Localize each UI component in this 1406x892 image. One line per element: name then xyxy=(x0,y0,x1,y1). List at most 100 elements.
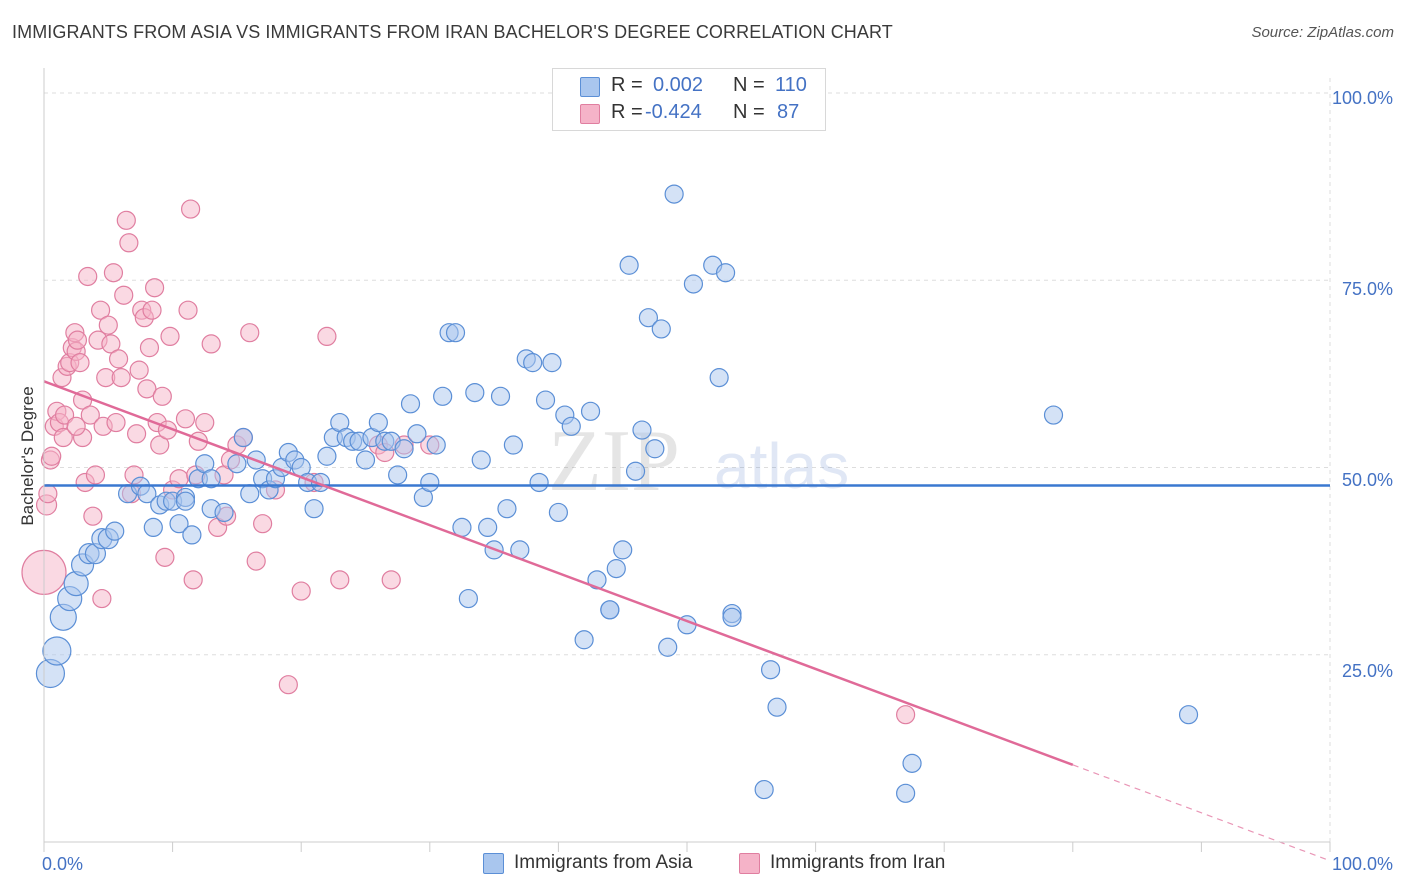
asia-point-61 xyxy=(445,323,466,343)
iran-point-24 xyxy=(85,465,106,485)
iran-point-44 xyxy=(137,379,157,399)
asia-point-39 xyxy=(304,499,324,519)
iran-point-62 xyxy=(195,412,215,433)
asia-point-100 xyxy=(754,779,774,800)
iran-point-81 xyxy=(381,570,401,590)
asia-point-58 xyxy=(426,435,446,455)
legend-iran-n-label: N = xyxy=(733,101,765,123)
iran-point-2 xyxy=(38,484,58,504)
iran-point-31 xyxy=(103,263,124,283)
asia-point-91 xyxy=(651,319,671,339)
asia-point-76 xyxy=(542,353,562,373)
iran-point-22 xyxy=(80,405,100,425)
iran-point-50 xyxy=(152,386,172,406)
iran-point-86 xyxy=(92,588,112,609)
iran-point-21 xyxy=(78,266,98,287)
y-tick-50: 50.0% xyxy=(1342,470,1393,490)
legend-iran-n-value: 87 xyxy=(777,101,800,123)
asia-point-106 xyxy=(1178,705,1199,725)
asia-point-104 xyxy=(902,753,922,773)
iran-point-74 xyxy=(278,675,298,695)
asia-point-26 xyxy=(214,502,234,523)
iran-point-63 xyxy=(201,334,221,354)
asia-point-73 xyxy=(523,353,543,373)
watermark-atlas: atlas xyxy=(714,430,849,502)
asia-point-88 xyxy=(632,420,652,440)
iran-point-49 xyxy=(150,435,170,455)
iran-point-47 xyxy=(144,278,165,298)
iran-point-33 xyxy=(108,349,129,369)
y-tick-75: 75.0% xyxy=(1342,279,1393,299)
asia-point-59 xyxy=(433,386,453,406)
asia-point-64 xyxy=(465,382,485,403)
asia-point-92 xyxy=(658,637,678,657)
iran-point-77 xyxy=(317,326,337,347)
asia-point-29 xyxy=(240,484,260,504)
iran-point-35 xyxy=(114,285,134,305)
source-label: Source: ZipAtlas.com xyxy=(1251,24,1394,41)
asia-point-90 xyxy=(645,439,665,459)
iran-point-41 xyxy=(129,360,149,380)
iran-point-78 xyxy=(330,570,350,590)
iran-point-10 xyxy=(54,405,75,425)
iran-point-72 xyxy=(253,514,273,534)
asia-point-86 xyxy=(619,255,639,275)
asia-point-54 xyxy=(400,394,421,414)
legend-iran-r-value: -0.424 xyxy=(645,101,702,123)
asia-point-107 xyxy=(722,607,742,627)
iran-trend-extension xyxy=(1072,764,1331,862)
asia-point-75 xyxy=(535,390,556,410)
asia-point-21 xyxy=(182,525,202,545)
asia-point-77 xyxy=(548,502,569,523)
asia-point-63 xyxy=(458,588,478,609)
asia-point-10 xyxy=(105,521,125,541)
iran-point-56 xyxy=(175,409,196,429)
x-tick-0: 0.0% xyxy=(42,854,83,874)
asia-point-68 xyxy=(490,386,511,406)
y-tick-25: 25.0% xyxy=(1342,661,1393,681)
series-legend: Immigrants from Asia Immigrants from Ira… xyxy=(0,852,1406,878)
series-legend-asia: Immigrants from Asia xyxy=(483,852,692,874)
asia-point-105 xyxy=(1043,405,1064,425)
iran-point-26 xyxy=(90,300,111,320)
iran-point-84 xyxy=(896,705,916,725)
asia-point-14 xyxy=(143,517,163,538)
asia-point-20 xyxy=(175,491,196,511)
axes xyxy=(43,68,1331,852)
asia-point-57 xyxy=(420,472,440,493)
x-tick-100: 100.0% xyxy=(1332,854,1393,874)
asia-point-28 xyxy=(233,427,253,448)
iran-trend-line xyxy=(43,380,1074,767)
watermark: ZIP atlas xyxy=(548,413,849,510)
y-axis-label: Bachelor's Degree xyxy=(18,386,37,525)
asia-point-89 xyxy=(638,308,659,328)
asia-point-52 xyxy=(388,465,408,485)
iran-point-9 xyxy=(53,427,73,448)
asia-point-79 xyxy=(561,416,581,436)
chart-title: IMMIGRANTS FROM ASIA VS IMMIGRANTS FROM … xyxy=(12,22,893,42)
asia-point-103 xyxy=(896,783,916,803)
iran-point-46 xyxy=(142,300,162,320)
iran-point-58 xyxy=(181,199,201,219)
iran-point-70 xyxy=(240,323,260,343)
iran-point-85 xyxy=(66,416,86,436)
legend-swatch-asia xyxy=(580,77,600,97)
series-swatch-asia xyxy=(483,852,504,874)
asia-point-18 xyxy=(169,514,189,534)
iran-point-16 xyxy=(67,330,88,350)
iran-point-36 xyxy=(116,210,136,230)
series-legend-iran: Immigrants from Iran xyxy=(739,852,945,874)
iran-point-59 xyxy=(183,570,203,590)
legend-asia-n-label: N = xyxy=(733,74,765,96)
asia-point-74 xyxy=(529,472,549,493)
series-label-iran: Immigrants from Iran xyxy=(770,852,946,873)
asia-point-1 xyxy=(42,636,72,666)
iran-point-34 xyxy=(111,368,131,388)
asia-point-101 xyxy=(760,660,781,680)
iran-point-51 xyxy=(155,547,175,567)
series-label-asia: Immigrants from Asia xyxy=(514,852,693,873)
legend-swatch-iran xyxy=(580,104,600,124)
asia-point-84 xyxy=(606,559,626,579)
asia-point-41 xyxy=(317,446,337,466)
